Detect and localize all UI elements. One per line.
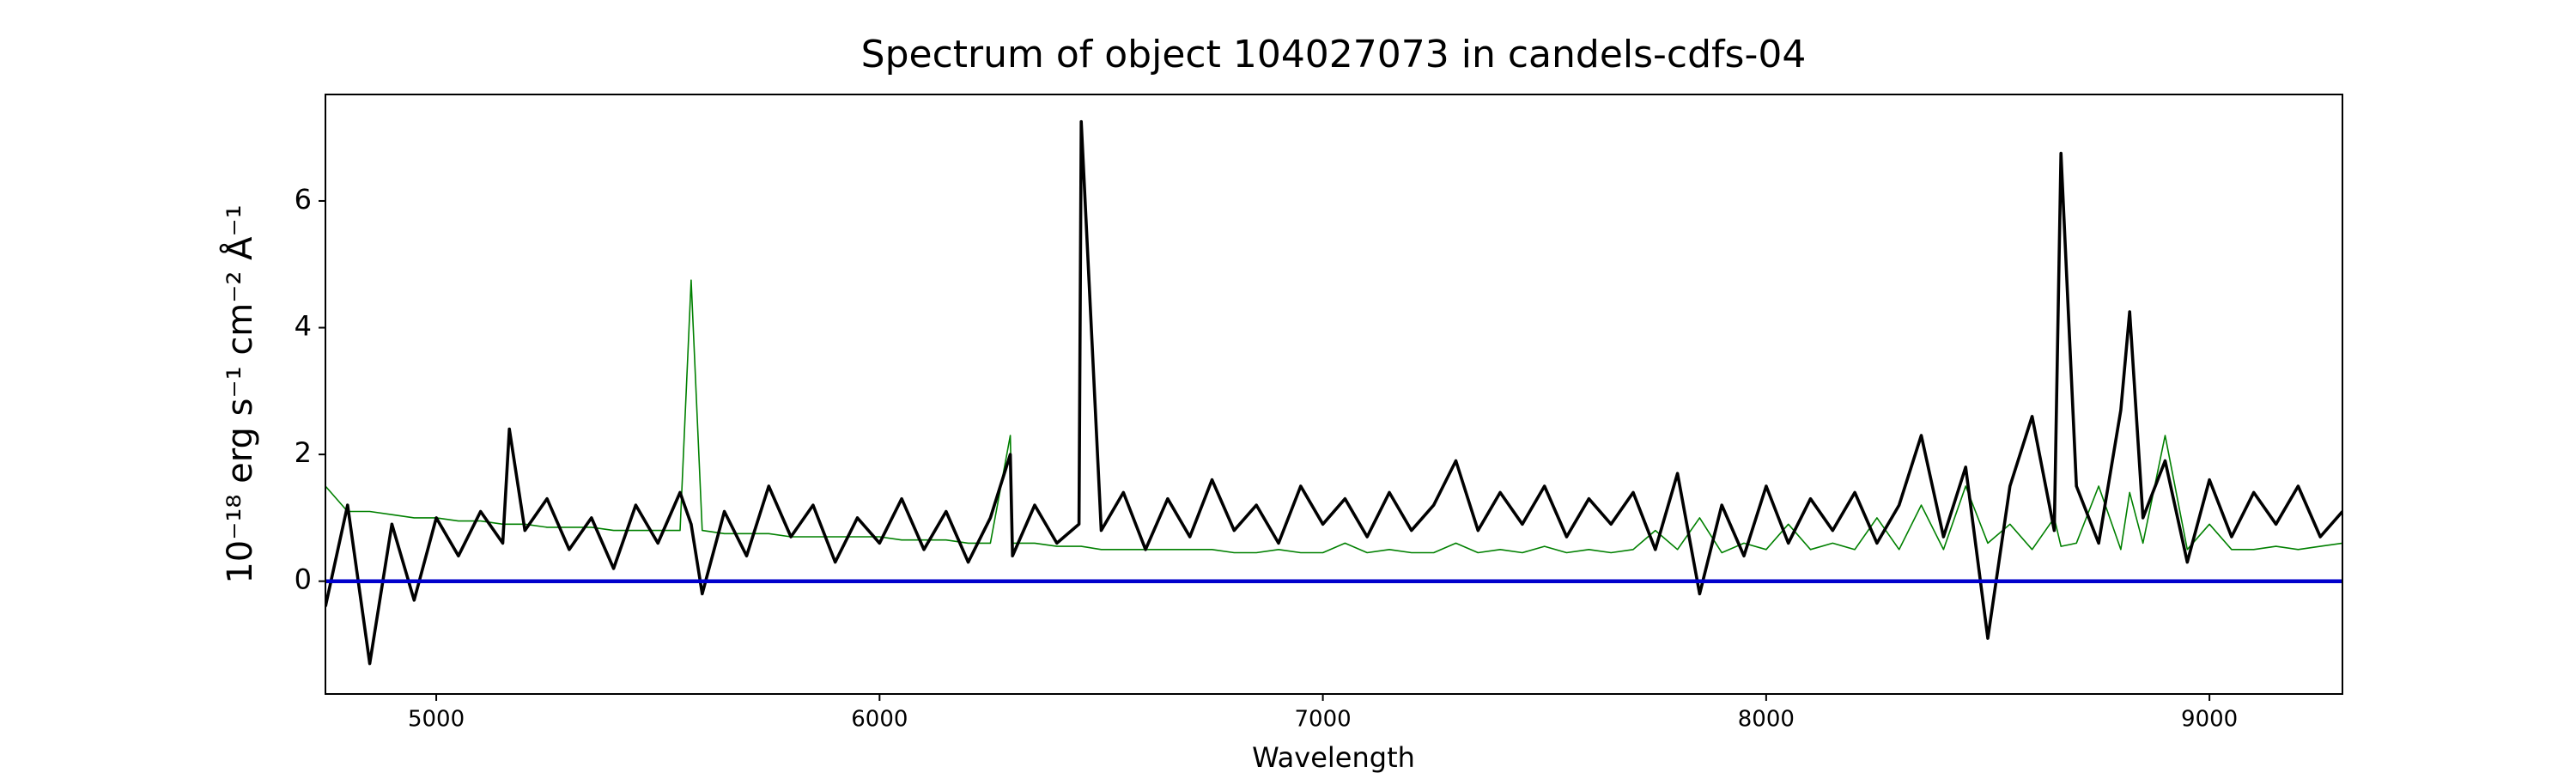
x-tick-label: 8000 bbox=[1738, 707, 1795, 733]
x-tick-label: 7000 bbox=[1295, 707, 1352, 733]
y-tick-label: 6 bbox=[295, 183, 312, 216]
spectrum-line bbox=[325, 279, 2342, 554]
plot-frame bbox=[325, 94, 2343, 695]
y-axis-label: 10⁻¹⁸ erg s⁻¹ cm⁻² Å⁻¹ bbox=[219, 204, 260, 583]
x-tick-label: 5000 bbox=[408, 707, 465, 733]
x-axis-label: Wavelength bbox=[1252, 741, 1415, 773]
y-tick-label: 2 bbox=[295, 436, 312, 469]
x-tick-label: 6000 bbox=[851, 707, 908, 733]
chart-title: Spectrum of object 104027073 in candels-… bbox=[861, 33, 1807, 76]
y-tick-label: 0 bbox=[295, 563, 312, 596]
y-tick-label: 4 bbox=[295, 310, 312, 343]
spectrum-line bbox=[325, 119, 2342, 666]
x-tick-label: 9000 bbox=[2181, 707, 2238, 733]
